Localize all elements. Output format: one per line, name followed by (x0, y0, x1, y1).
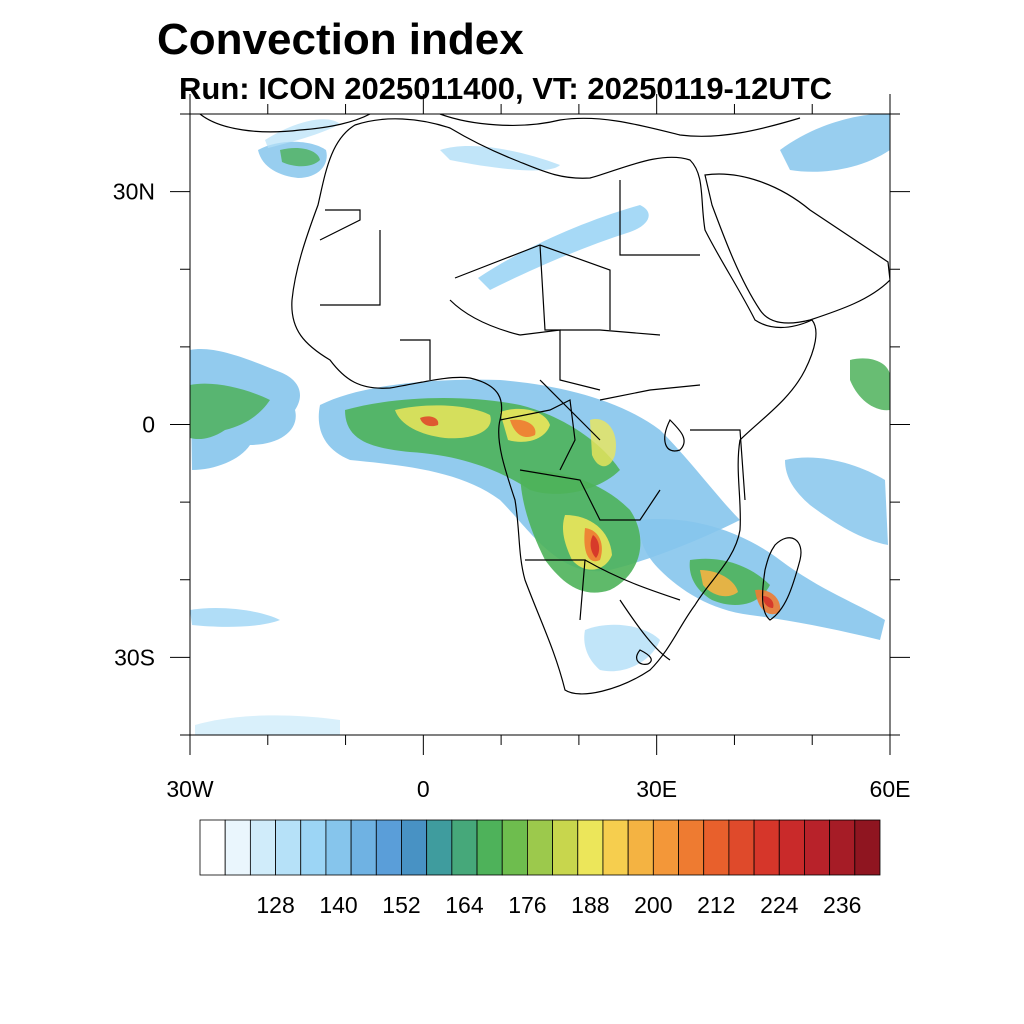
colorbar-label: 176 (508, 892, 546, 918)
colorbar-swatch (728, 819, 755, 876)
lat-tick-label: 30S (114, 644, 155, 670)
chart-title: Convection index (157, 15, 524, 64)
chart-subtitle: Run: ICON 2025011400, VT: 20250119-12UTC (179, 71, 833, 106)
map-axes: 30N 0 30S 30W 0 30E 60E (113, 94, 911, 802)
colorbar-swatch (527, 819, 553, 876)
colorbar-swatch (199, 819, 226, 876)
lon-tick-label: 60E (870, 776, 911, 802)
colorbar-label: 224 (760, 892, 799, 918)
coastlines-borders (199, 114, 890, 695)
colorbar-label: 128 (256, 892, 294, 918)
colorbar-swatch (350, 819, 377, 876)
colorbar-label: 140 (319, 892, 357, 918)
colorbar: 128 140 152 164 176 188 200 212 224 236 (199, 819, 881, 918)
colorbar-swatch (753, 819, 780, 876)
colorbar-swatch (451, 819, 478, 876)
colorbar-label: 236 (823, 892, 861, 918)
colorbar-swatch (627, 819, 654, 876)
colorbar-label: 188 (571, 892, 609, 918)
colorbar-swatch (249, 819, 276, 876)
colorbar-swatch (375, 819, 402, 876)
colorbar-swatch (552, 819, 579, 876)
lon-tick-label: 0 (417, 776, 430, 802)
colorbar-label: 212 (697, 892, 735, 918)
colorbar-swatch (476, 819, 503, 876)
colorbar-swatch (804, 819, 831, 876)
colorbar-swatch (602, 819, 629, 876)
lat-tick-label: 0 (142, 412, 155, 438)
colorbar-swatch (854, 819, 881, 876)
lon-tick-label: 30W (166, 776, 214, 802)
colorbar-swatch (652, 819, 679, 876)
colorbar-swatch (300, 819, 327, 876)
colorbar-swatch (703, 819, 730, 876)
colorbar-label: 152 (382, 892, 420, 918)
colorbar-swatch (577, 819, 604, 876)
lat-tick-label: 30N (113, 179, 155, 205)
colorbar-label: 164 (445, 892, 484, 918)
colorbar-swatch (325, 819, 352, 876)
colorbar-swatch (275, 819, 302, 876)
lon-tick-label: 30E (636, 776, 677, 802)
colorbar-swatch (224, 819, 251, 876)
colorbar-swatch (501, 819, 528, 876)
colorbar-swatch (426, 819, 453, 876)
colorbar-swatch (401, 819, 428, 876)
colorbar-swatch (778, 819, 805, 876)
convection-field (190, 114, 890, 735)
colorbar-label: 200 (634, 892, 672, 918)
colorbar-swatch (829, 819, 856, 876)
colorbar-swatch (678, 819, 705, 876)
